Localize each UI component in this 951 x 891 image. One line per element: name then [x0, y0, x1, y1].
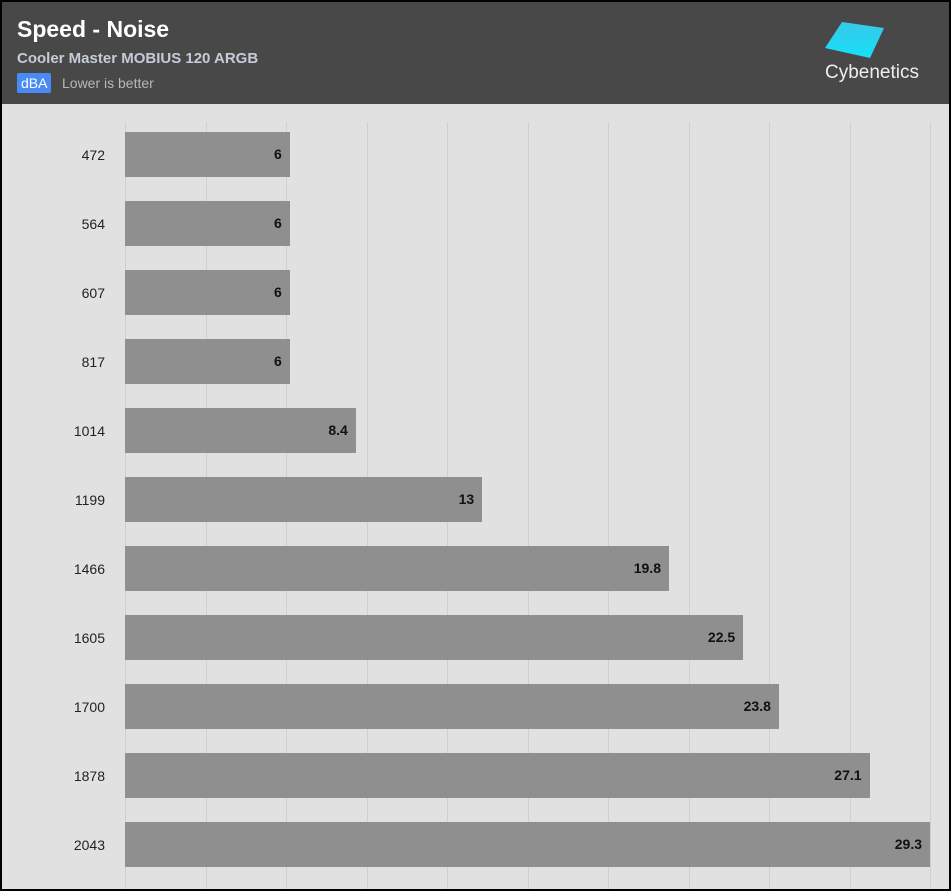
bar	[125, 270, 290, 315]
bar	[125, 339, 290, 384]
y-tick-label: 1700	[73, 699, 105, 715]
data-label: 23.8	[743, 698, 771, 714]
cybenetics-logo: Cybenetics	[817, 20, 927, 90]
logo-diamond-icon	[825, 22, 884, 58]
data-label: 8.4	[328, 422, 348, 438]
data-label: 22.5	[707, 629, 736, 645]
data-label: 19.8	[633, 560, 661, 576]
bar	[125, 615, 744, 660]
logo-text: Cybenetics	[825, 62, 919, 83]
y-tick-label: 1878	[73, 768, 105, 784]
gridline	[688, 122, 690, 889]
note-text: Lower is better	[62, 75, 154, 91]
y-tick-label: 472	[81, 147, 105, 163]
chart-header: Speed - Noise Cooler Master MOBIUS 120 A…	[2, 2, 949, 104]
bar	[125, 201, 290, 246]
data-label: 27.1	[834, 767, 862, 783]
bar	[125, 684, 779, 729]
bar-chart: 472 6 564 6 607 6 817 6 1014 8.4 1199 13 1466 19.8 160…	[2, 104, 949, 889]
data-label: 6	[274, 353, 282, 369]
y-tick-label: 564	[81, 216, 105, 232]
gridline	[608, 122, 609, 889]
y-tick-label: 2043	[73, 837, 105, 853]
data-label: 6	[274, 284, 282, 300]
gridline	[849, 122, 851, 889]
y-tick-label: 1605	[73, 630, 105, 646]
bar	[125, 822, 930, 867]
y-tick-label: 1014	[73, 423, 105, 439]
bar	[125, 408, 356, 453]
gridline	[527, 122, 529, 889]
data-label: 6	[274, 215, 282, 231]
bar	[125, 546, 669, 591]
gridline	[769, 122, 770, 889]
y-tick-label: 607	[81, 285, 105, 301]
y-tick-label: 817	[81, 354, 105, 370]
y-tick-label: 1466	[73, 561, 105, 577]
bar	[125, 753, 870, 798]
bar	[125, 132, 290, 177]
data-label: 29.3	[894, 836, 922, 852]
y-tick-label: 1199	[74, 492, 105, 508]
data-label: 13	[458, 491, 475, 507]
gridline	[930, 122, 931, 889]
data-label: 6	[274, 146, 282, 162]
unit-badge: dBA	[17, 73, 52, 93]
bar	[125, 477, 483, 522]
chart-title: Speed - Noise	[17, 16, 170, 42]
chart-subtitle: Cooler Master MOBIUS 120 ARGB	[17, 50, 259, 67]
